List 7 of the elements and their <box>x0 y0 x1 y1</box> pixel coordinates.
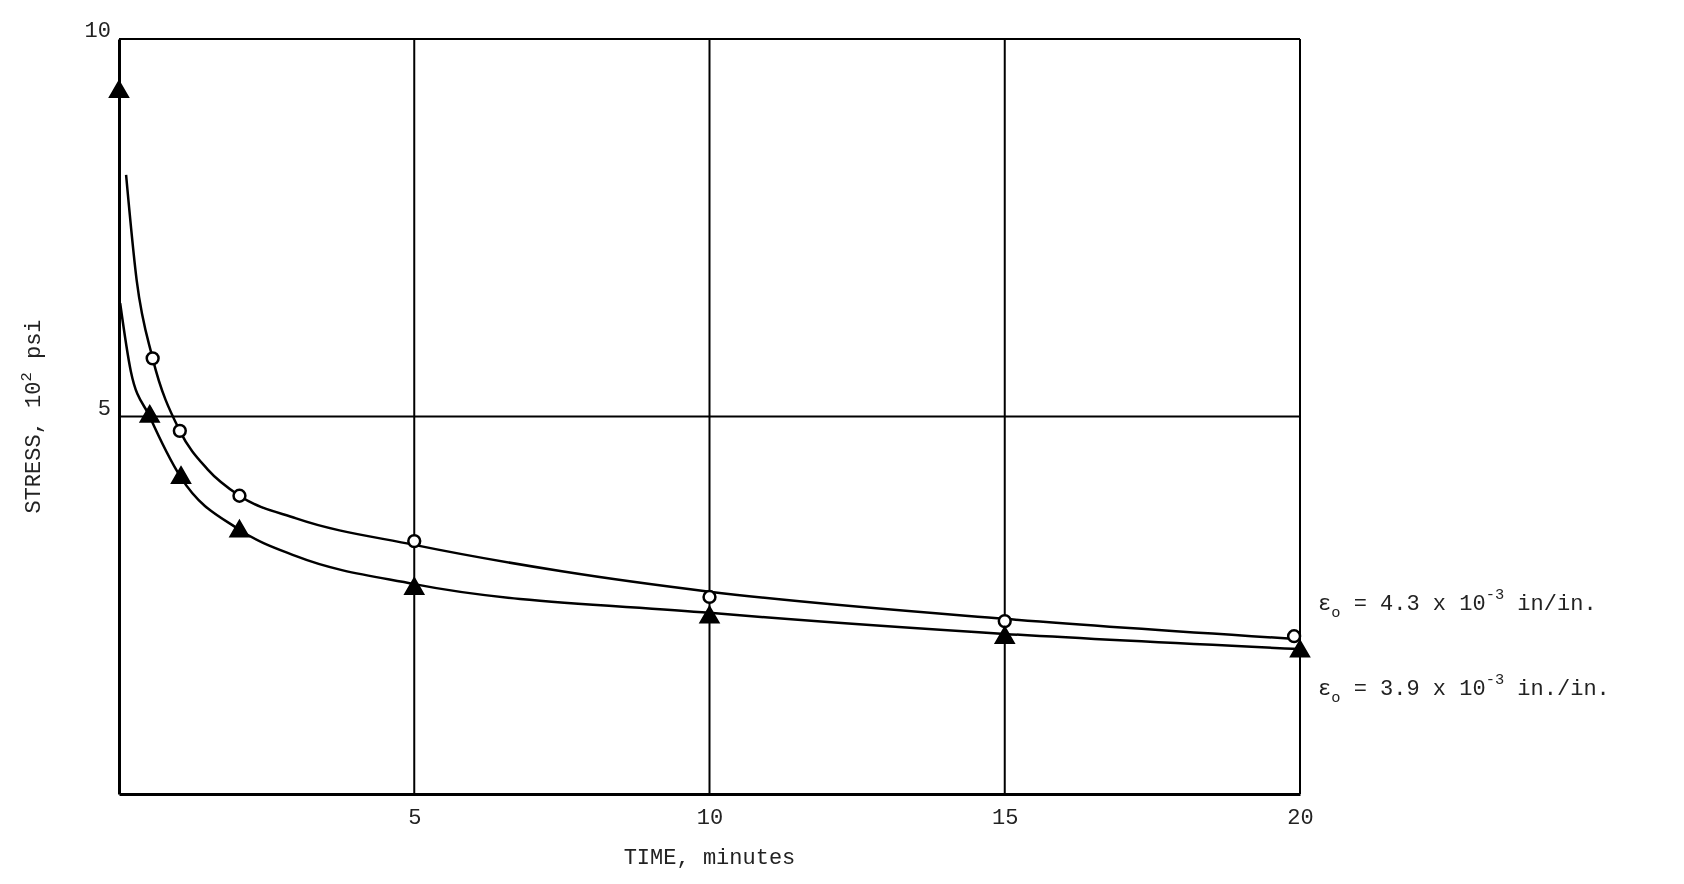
x-axis-title: TIME, minutes <box>623 846 796 871</box>
x-tick-label: 15 <box>992 805 1019 831</box>
series-label: ε$_{o}$ = 4.3 x 10$^{-3}$ in/in. <box>1318 586 1597 623</box>
x-tick-label: 20 <box>1287 805 1314 831</box>
series-label: ε$_{o}$ = 3.9 x 10$^{-3}$ in./in. <box>1318 671 1610 708</box>
x-tick-label: 10 <box>696 805 724 831</box>
x-tick-label: 5 <box>408 805 422 831</box>
